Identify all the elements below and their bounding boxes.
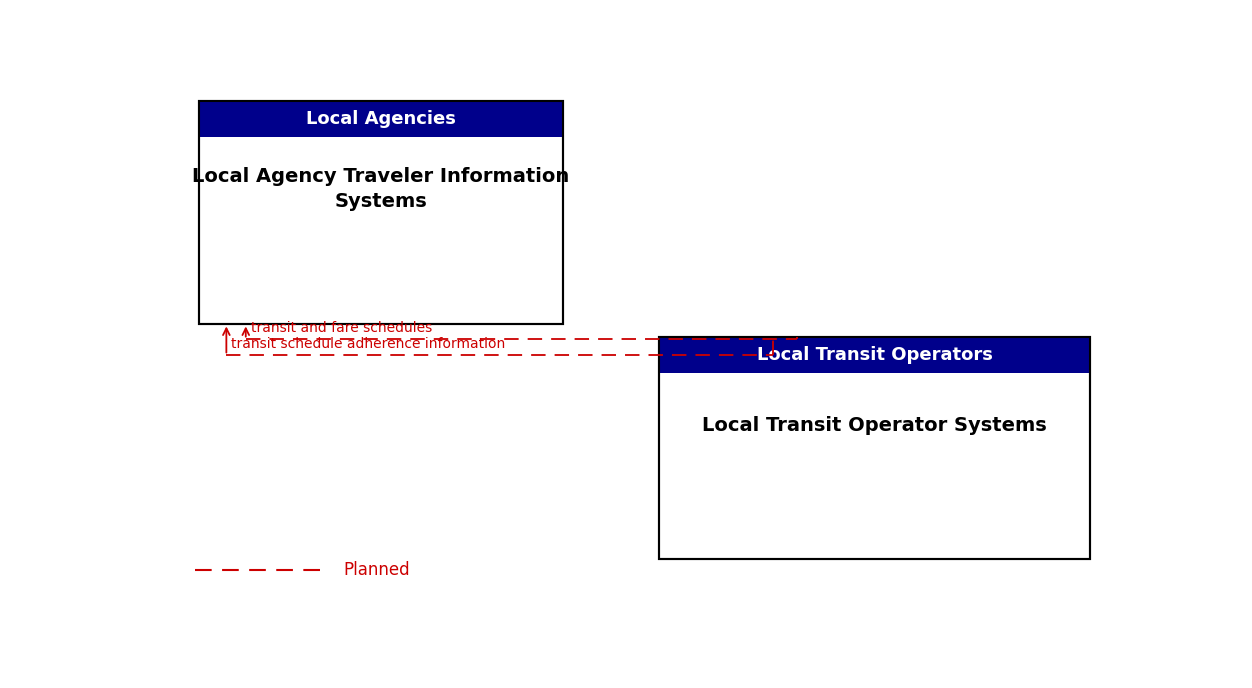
Text: transit and fare schedules: transit and fare schedules <box>250 321 432 335</box>
Bar <box>659 337 1090 559</box>
Text: Local Transit Operator Systems: Local Transit Operator Systems <box>702 416 1047 435</box>
Text: transit schedule adherence information: transit schedule adherence information <box>232 337 506 351</box>
Bar <box>659 337 1090 373</box>
Bar <box>199 101 563 137</box>
Text: Local Agencies: Local Agencies <box>307 110 456 128</box>
Bar <box>199 101 563 323</box>
Text: Local Agency Traveler Information
Systems: Local Agency Traveler Information System… <box>193 167 570 211</box>
Text: Planned: Planned <box>344 561 411 579</box>
Bar <box>199 101 563 323</box>
Text: Local Transit Operators: Local Transit Operators <box>756 346 993 364</box>
Bar <box>659 337 1090 559</box>
